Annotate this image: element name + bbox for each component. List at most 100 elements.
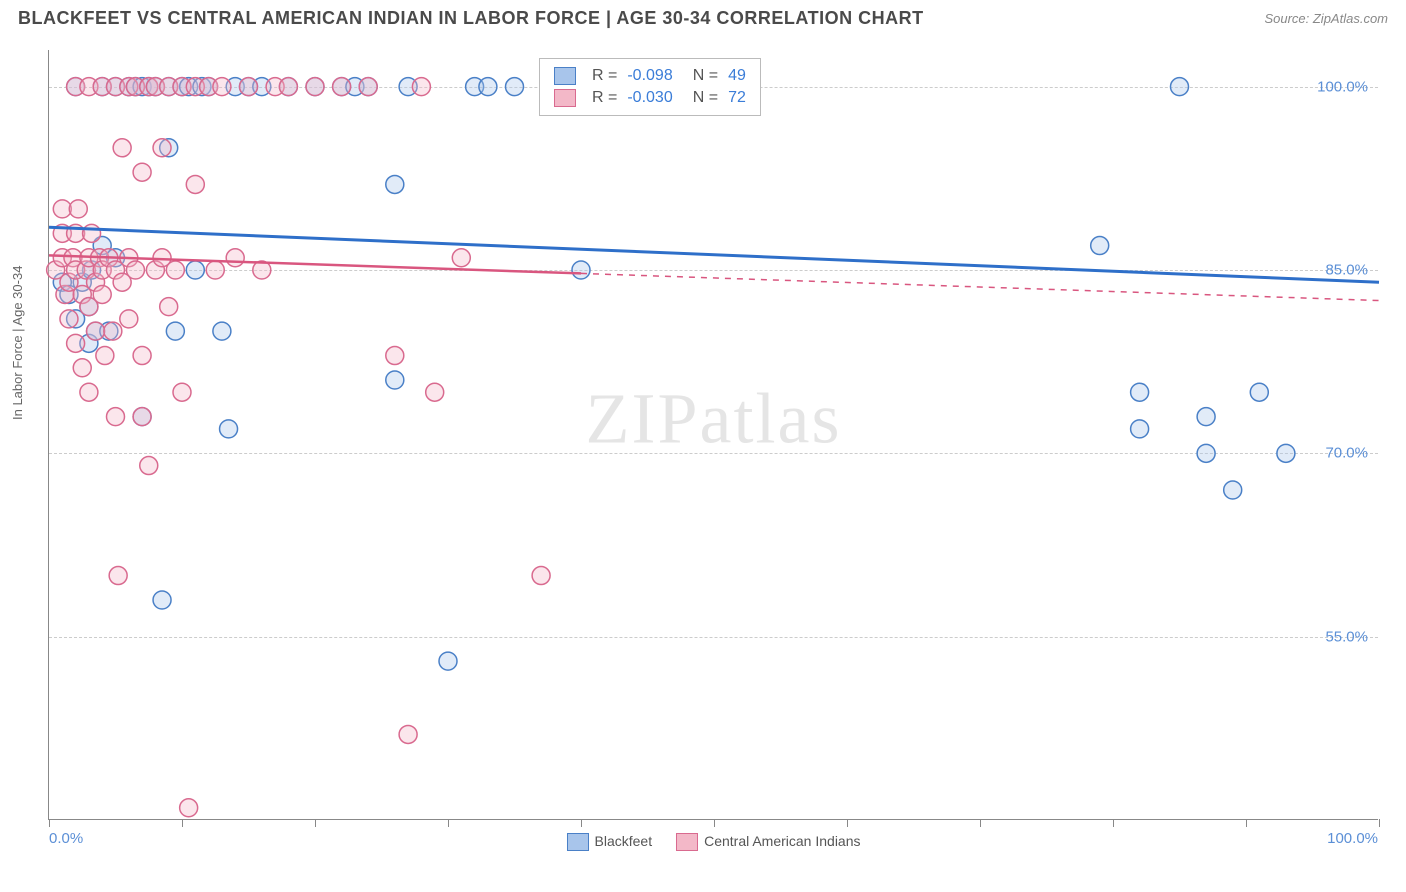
data-point — [180, 799, 198, 817]
data-point — [359, 78, 377, 96]
data-point — [104, 322, 122, 340]
x-tick — [49, 819, 50, 827]
chart-title: BLACKFEET VS CENTRAL AMERICAN INDIAN IN … — [18, 8, 924, 29]
data-point — [133, 347, 151, 365]
x-tick — [1246, 819, 1247, 827]
data-point — [173, 383, 191, 401]
stats-r-value: -0.098 — [627, 67, 672, 85]
y-tick-label: 100.0% — [1317, 78, 1368, 95]
data-point — [306, 78, 324, 96]
data-point — [386, 347, 404, 365]
data-point — [1131, 420, 1149, 438]
y-tick-label: 70.0% — [1325, 445, 1368, 462]
data-point — [69, 200, 87, 218]
data-point — [126, 261, 144, 279]
legend-label: Central American Indians — [704, 833, 860, 849]
stats-n-label: N = — [693, 67, 718, 85]
y-tick-label: 85.0% — [1325, 262, 1368, 279]
title-bar: BLACKFEET VS CENTRAL AMERICAN INDIAN IN … — [0, 0, 1406, 33]
data-point — [87, 322, 105, 340]
legend-item: Blackfeet — [566, 833, 652, 851]
stats-legend: R =-0.098N =49R =-0.030N =72 — [539, 58, 761, 116]
data-point — [426, 383, 444, 401]
legend-swatch — [554, 89, 576, 107]
data-point — [439, 652, 457, 670]
data-point — [1277, 444, 1295, 462]
legend-swatch — [554, 67, 576, 85]
data-point — [506, 78, 524, 96]
scatter-plot-svg — [49, 50, 1378, 819]
x-tick — [714, 819, 715, 827]
bottom-legend: Blackfeet Central American Indians — [566, 833, 860, 851]
data-point — [153, 591, 171, 609]
data-point — [213, 78, 231, 96]
stats-r-value: -0.030 — [627, 89, 672, 107]
data-point — [386, 371, 404, 389]
plot-area: ZIPatlas R =-0.098N =49R =-0.030N =72 0.… — [48, 50, 1378, 820]
data-point — [140, 457, 158, 475]
data-point — [109, 567, 127, 585]
data-point — [1171, 78, 1189, 96]
data-point — [1131, 383, 1149, 401]
data-point — [226, 249, 244, 267]
data-point — [186, 175, 204, 193]
data-point — [452, 249, 470, 267]
x-tick — [1379, 819, 1380, 827]
data-point — [1197, 444, 1215, 462]
data-point — [67, 334, 85, 352]
data-point — [107, 408, 125, 426]
data-point — [1224, 481, 1242, 499]
data-point — [96, 347, 114, 365]
data-point — [73, 359, 91, 377]
data-point — [166, 322, 184, 340]
x-tick — [581, 819, 582, 827]
legend-swatch — [566, 833, 588, 851]
data-point — [133, 163, 151, 181]
data-point — [386, 175, 404, 193]
x-axis-min-label: 0.0% — [49, 830, 83, 847]
data-point — [186, 261, 204, 279]
stats-r-label: R = — [592, 89, 617, 107]
data-point — [1250, 383, 1268, 401]
data-point — [572, 261, 590, 279]
data-point — [206, 261, 224, 279]
data-point — [1197, 408, 1215, 426]
data-point — [1091, 237, 1109, 255]
data-point — [133, 408, 151, 426]
data-point — [240, 78, 258, 96]
x-tick — [1113, 819, 1114, 827]
data-point — [80, 383, 98, 401]
chart-container: BLACKFEET VS CENTRAL AMERICAN INDIAN IN … — [0, 0, 1406, 892]
stats-n-label: N = — [693, 89, 718, 107]
data-point — [83, 224, 101, 242]
data-point — [113, 139, 131, 157]
legend-swatch — [676, 833, 698, 851]
data-point — [220, 420, 238, 438]
data-point — [532, 567, 550, 585]
x-tick — [315, 819, 316, 827]
trend-line — [49, 227, 1379, 282]
y-axis-label: In Labor Force | Age 30-34 — [10, 266, 25, 420]
data-point — [60, 310, 78, 328]
data-point — [213, 322, 231, 340]
legend-label: Blackfeet — [594, 833, 652, 849]
legend-item: Central American Indians — [676, 833, 860, 851]
x-tick — [448, 819, 449, 827]
data-point — [412, 78, 430, 96]
x-tick — [182, 819, 183, 827]
data-point — [160, 298, 178, 316]
data-point — [153, 139, 171, 157]
stats-n-value: 49 — [728, 67, 746, 85]
data-point — [120, 310, 138, 328]
stats-legend-row: R =-0.030N =72 — [554, 87, 746, 109]
stats-r-label: R = — [592, 67, 617, 85]
data-point — [279, 78, 297, 96]
x-axis-max-label: 100.0% — [1327, 830, 1378, 847]
data-point — [93, 285, 111, 303]
x-tick — [980, 819, 981, 827]
source-attribution: Source: ZipAtlas.com — [1264, 11, 1388, 26]
data-point — [333, 78, 351, 96]
x-tick — [847, 819, 848, 827]
data-point — [166, 261, 184, 279]
data-point — [479, 78, 497, 96]
